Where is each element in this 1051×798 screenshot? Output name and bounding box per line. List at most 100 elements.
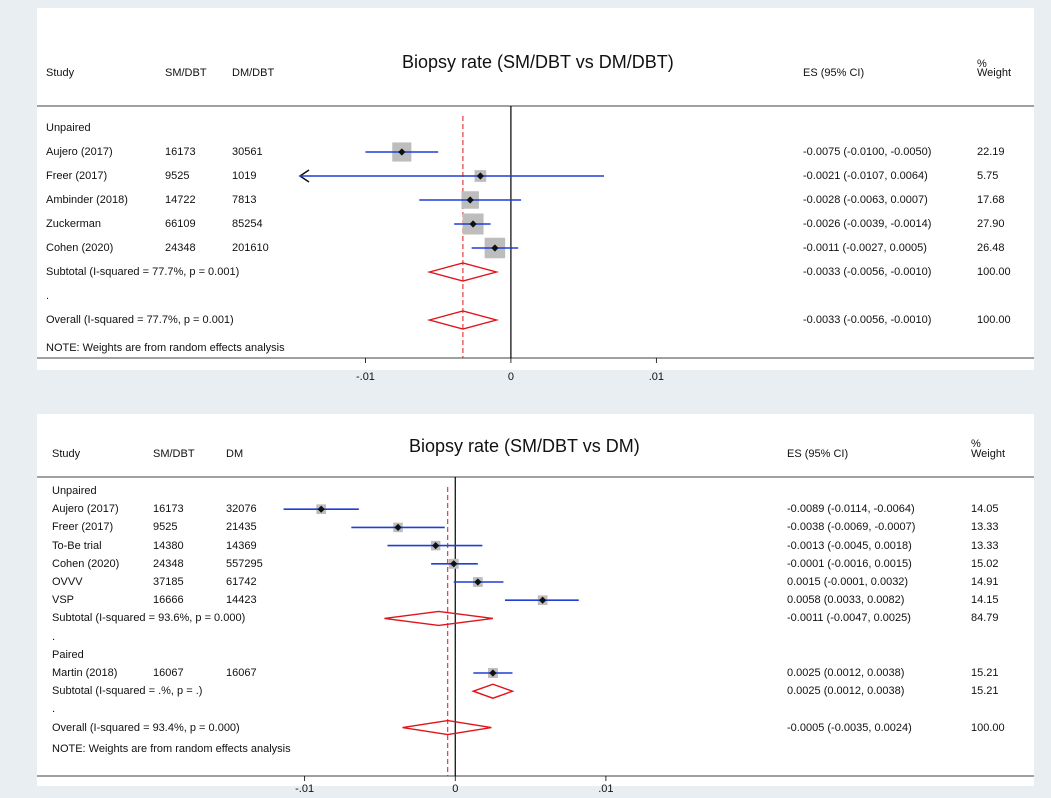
row-label-subtotal: Subtotal (I-squared = 77.7%, p = 0.001) — [46, 266, 240, 278]
row-label-study: Ambinder (2018) — [46, 194, 128, 206]
row-label-study: Cohen (2020) — [52, 557, 120, 570]
x-tick-label: 0 — [452, 783, 459, 795]
row-label-subtotal: Subtotal (I-squared = 93.6%, p = 0.000) — [52, 612, 246, 625]
row-label-overall: Overall (I-squared = 93.4%, p = 0.000) — [52, 721, 240, 734]
forest-plot-panel-bottom: Biopsy rate (SM/DBT vs DM) Study SM/DBT DM E… — [37, 414, 1034, 795]
row-n-group1: 9525 — [165, 170, 190, 182]
study-point-estimate — [398, 148, 406, 156]
forest-plot-svg — [37, 105, 1034, 363]
weights-note: NOTE: Weights are from random effects an… — [46, 342, 285, 354]
column-header-study: Study — [46, 67, 75, 79]
row-label-study: Zuckerman — [46, 218, 102, 230]
row-es-ci: 0.0025 (0.0012, 0.0038) — [787, 685, 905, 698]
weights-note: NOTE: Weights are from random effects an… — [52, 742, 291, 755]
row-label-group: Unpaired — [52, 485, 97, 497]
forest-plot-svg — [37, 476, 1034, 781]
overall-pooled-diamond — [426, 310, 500, 330]
row-label-study: VSP — [52, 594, 75, 607]
row-n-group1: 66109 — [165, 218, 196, 230]
x-tick-label: -.01 — [355, 371, 375, 383]
row-weight: 14.05 — [971, 503, 999, 516]
column-header-es: ES (95% CI) — [803, 67, 865, 79]
row-n-group2: 21435 — [226, 521, 257, 534]
column-header-group2: DM — [226, 448, 244, 460]
overall-pooled-diamond — [402, 719, 492, 736]
row-n-group1: 14722 — [165, 194, 196, 206]
column-header-study: Study — [52, 448, 81, 460]
row-es-ci: -0.0021 (-0.0107, 0.0064) — [803, 170, 928, 182]
row-es-ci: 0.0015 (-0.0001, 0.0032) — [787, 576, 909, 588]
row-label-blank: . — [46, 290, 50, 302]
study-point-estimate — [469, 220, 477, 228]
row-es-ci: -0.0011 (-0.0047, 0.0025) — [787, 612, 911, 625]
row-label-blank: . — [52, 630, 56, 643]
row-es-ci: -0.0033 (-0.0056, -0.0010) — [803, 266, 932, 278]
x-tick-label: .01 — [598, 783, 614, 795]
row-weight: 15.21 — [971, 667, 999, 679]
row-es-ci: -0.0011 (-0.0027, 0.0005) — [803, 242, 927, 254]
column-header-weight: Weight — [977, 67, 1012, 79]
row-es-ci: 0.0025 (0.0012, 0.0038) — [787, 667, 905, 679]
row-n-group1: 16173 — [165, 146, 196, 158]
row-label-study: Freer (2017) — [46, 170, 108, 182]
column-header-percent: % — [977, 58, 987, 70]
subtotal-pooled-diamond — [384, 610, 494, 627]
row-es-ci: -0.0005 (-0.0035, 0.0024) — [787, 721, 912, 734]
study-point-estimate — [450, 560, 458, 568]
chart-title: Biopsy rate (SM/DBT vs DM/DBT) — [402, 52, 674, 72]
row-label-group: Unpaired — [46, 122, 91, 134]
column-header-group1: SM/DBT — [153, 448, 195, 460]
row-n-group1: 24348 — [153, 557, 184, 570]
column-header-es: ES (95% CI) — [787, 448, 849, 460]
row-n-group2: 201610 — [232, 242, 269, 254]
study-point-estimate — [491, 244, 499, 252]
row-weight: 13.33 — [971, 539, 999, 552]
row-es-ci: -0.0033 (-0.0056, -0.0010) — [803, 314, 932, 326]
row-weight: 17.68 — [977, 194, 1005, 206]
study-point-estimate — [474, 578, 482, 586]
row-es-ci: 0.0058 (0.0033, 0.0082) — [787, 594, 905, 607]
column-header-percent: % — [971, 438, 981, 450]
row-n-group2: 7813 — [232, 194, 257, 206]
x-tick-label: 0 — [507, 371, 514, 383]
column-header-group1: SM/DBT — [165, 67, 207, 79]
row-label-study: Cohen (2020) — [46, 242, 114, 254]
row-n-group2: 30561 — [232, 146, 263, 158]
row-es-ci: -0.0089 (-0.0114, -0.0064) — [787, 503, 915, 516]
row-label-study: Aujero (2017) — [52, 503, 119, 516]
row-weight: 5.75 — [977, 170, 999, 182]
row-weight: 13.33 — [971, 521, 999, 534]
row-label-study: Martin (2018) — [52, 667, 118, 679]
row-weight: 14.91 — [971, 576, 999, 588]
row-n-group1: 9525 — [153, 521, 178, 534]
row-es-ci: -0.0026 (-0.0039, -0.0014) — [803, 218, 932, 230]
row-n-group2: 16067 — [226, 667, 257, 679]
x-tick-label: -.01 — [295, 783, 315, 795]
row-es-ci: -0.0001 (-0.0016, 0.0015) — [787, 557, 912, 570]
row-weight: 100.00 — [977, 266, 1011, 278]
forest-plot-panel-top: Biopsy rate (SM/DBT vs DM/DBT) Study SM/DB… — [37, 8, 1034, 383]
row-n-group1: 24348 — [165, 242, 196, 254]
row-weight: 26.48 — [977, 242, 1005, 254]
row-label-group: Paired — [52, 648, 84, 661]
study-point-estimate — [539, 596, 547, 604]
row-es-ci: -0.0028 (-0.0063, 0.0007) — [803, 194, 928, 206]
row-n-group2: 61742 — [226, 576, 257, 588]
subtotal-pooled-diamond — [426, 262, 500, 282]
row-n-group2: 14369 — [226, 539, 257, 552]
row-label-study: OVVV — [52, 576, 83, 588]
study-point-estimate — [476, 172, 484, 180]
x-tick-label: .01 — [648, 371, 665, 383]
row-weight: 22.19 — [977, 146, 1005, 158]
row-weight: 15.02 — [971, 557, 999, 570]
column-header-group2: DM/DBT — [232, 67, 275, 79]
row-label-study: Aujero (2017) — [46, 146, 113, 158]
row-label-study: To-Be trial — [52, 539, 102, 552]
row-weight: 14.15 — [971, 594, 999, 607]
row-n-group1: 37185 — [153, 576, 184, 588]
column-header-weight: Weight — [971, 448, 1006, 460]
row-n-group2: 14423 — [226, 594, 257, 607]
subtotal-pooled-diamond — [471, 683, 515, 699]
row-weight: 100.00 — [971, 721, 1005, 734]
row-label-blank: . — [52, 703, 56, 716]
